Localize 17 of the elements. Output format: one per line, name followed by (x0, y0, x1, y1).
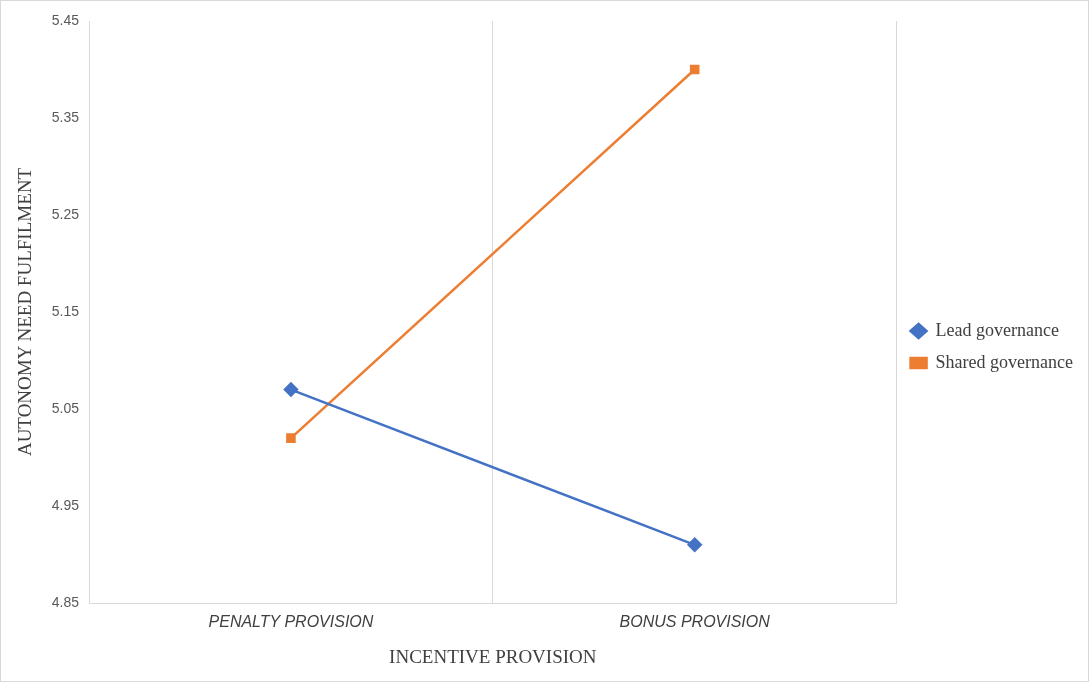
x-tick-label: PENALTY PROVISION (208, 613, 374, 631)
y-tick-label: 4.85 (51, 593, 80, 610)
y-tick-label: 5.25 (51, 205, 80, 222)
legend-label: Shared governance (935, 351, 1074, 372)
x-axis-title: INCENTIVE PROVISION (389, 645, 597, 667)
y-tick-label: 5.05 (51, 399, 80, 416)
legend-label: Lead governance (935, 319, 1059, 340)
point (689, 64, 700, 75)
y-tick-label: 5.15 (51, 302, 80, 319)
point (283, 382, 299, 397)
y-tick-label: 4.95 (51, 496, 80, 513)
y-tick-label: 5.35 (51, 108, 80, 125)
y-axis-title: AUTONOMY NEED FULFILMENT (14, 167, 36, 457)
point (286, 433, 296, 443)
point (687, 537, 702, 553)
y-tick-label: 5.45 (51, 11, 80, 28)
x-tick-label: BONUS PROVISION (619, 613, 771, 631)
